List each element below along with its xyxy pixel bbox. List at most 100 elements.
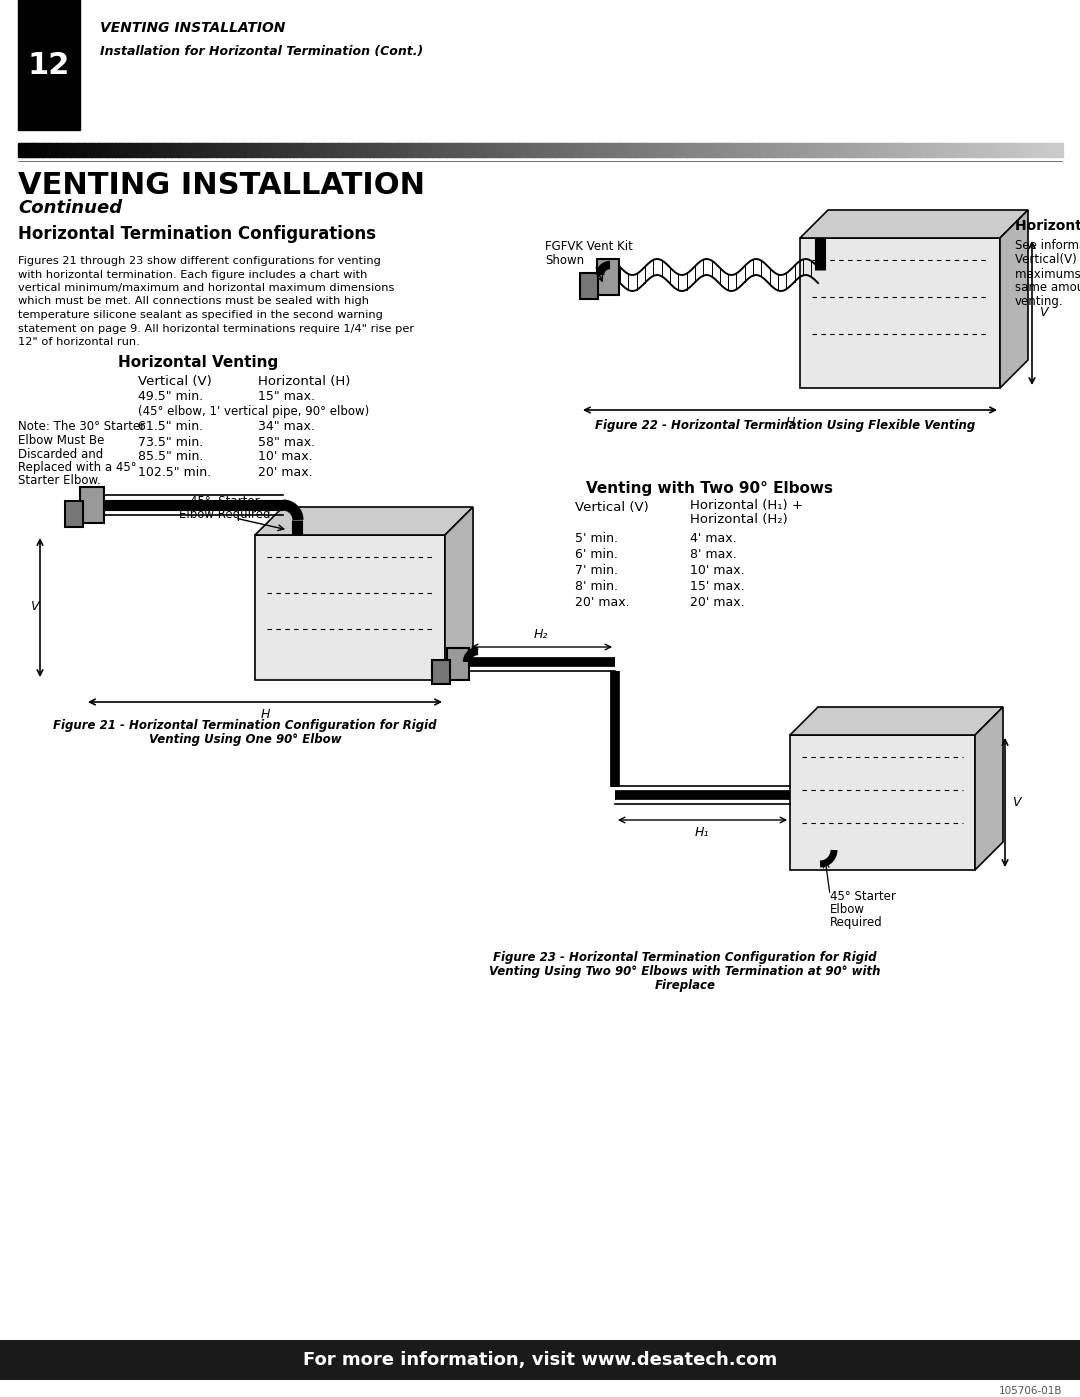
Bar xyxy=(596,142,599,156)
Bar xyxy=(474,142,478,156)
Bar xyxy=(874,142,878,156)
Bar xyxy=(133,142,137,156)
Bar xyxy=(335,142,339,156)
Bar xyxy=(56,142,60,156)
Bar xyxy=(905,142,909,156)
Bar xyxy=(780,142,784,156)
Bar xyxy=(748,142,753,156)
Bar xyxy=(373,142,377,156)
Bar xyxy=(238,142,241,156)
Bar xyxy=(742,142,746,156)
Bar xyxy=(321,142,325,156)
Bar xyxy=(491,142,496,156)
Bar xyxy=(45,142,50,156)
Text: 102.5" min.: 102.5" min. xyxy=(138,465,211,479)
Text: FGFVK Vent Kit: FGFVK Vent Kit xyxy=(545,240,633,253)
Bar xyxy=(631,142,635,156)
Bar xyxy=(860,142,864,156)
Bar xyxy=(679,142,684,156)
Bar xyxy=(279,142,283,156)
Bar xyxy=(418,142,422,156)
Text: which must be met. All connections must be sealed with high: which must be met. All connections must … xyxy=(18,296,369,306)
Bar xyxy=(98,142,103,156)
Bar xyxy=(828,142,833,156)
Text: Shown: Shown xyxy=(545,254,584,267)
Bar xyxy=(789,735,975,870)
Bar xyxy=(53,142,57,156)
Bar xyxy=(546,142,551,156)
Text: Horizontal (H₁) +: Horizontal (H₁) + xyxy=(690,500,802,513)
Bar xyxy=(707,142,711,156)
Text: same amounts apply for flexible: same amounts apply for flexible xyxy=(1015,282,1080,295)
Bar xyxy=(617,142,621,156)
Bar xyxy=(881,142,886,156)
Bar xyxy=(477,142,482,156)
Bar xyxy=(756,142,760,156)
Polygon shape xyxy=(800,210,1028,237)
Bar xyxy=(32,142,36,156)
Bar xyxy=(978,142,983,156)
Bar xyxy=(717,142,721,156)
Bar xyxy=(95,142,98,156)
Bar xyxy=(919,142,923,156)
Bar xyxy=(349,142,353,156)
Bar xyxy=(415,142,419,156)
Bar xyxy=(122,142,126,156)
Bar xyxy=(314,142,318,156)
Bar xyxy=(64,142,67,156)
Bar xyxy=(936,142,941,156)
Bar xyxy=(366,142,370,156)
Bar xyxy=(153,142,158,156)
Bar xyxy=(659,142,662,156)
Bar xyxy=(839,142,843,156)
Bar xyxy=(665,142,670,156)
Bar xyxy=(408,142,411,156)
Text: 10' max.: 10' max. xyxy=(690,563,744,577)
Bar xyxy=(247,142,252,156)
Text: 20' max.: 20' max. xyxy=(258,465,312,479)
Bar xyxy=(471,142,474,156)
Bar xyxy=(213,142,217,156)
Bar xyxy=(488,142,491,156)
Bar xyxy=(543,142,548,156)
Bar xyxy=(637,142,642,156)
Bar xyxy=(283,142,286,156)
Bar xyxy=(645,142,648,156)
Bar xyxy=(515,142,519,156)
Bar xyxy=(811,142,815,156)
Bar xyxy=(947,142,951,156)
Text: 73.5" min.: 73.5" min. xyxy=(138,436,203,448)
Bar xyxy=(390,142,394,156)
Bar xyxy=(224,142,228,156)
Bar xyxy=(842,142,847,156)
Bar xyxy=(449,142,454,156)
Text: For more information, visit www.desatech.com: For more information, visit www.desatech… xyxy=(302,1351,778,1369)
Text: Venting Using Two 90° Elbows with Termination at 90° with: Venting Using Two 90° Elbows with Termin… xyxy=(489,965,881,978)
Bar xyxy=(192,142,197,156)
Text: Discarded and: Discarded and xyxy=(18,447,104,461)
Bar xyxy=(119,142,123,156)
Text: H: H xyxy=(785,415,795,429)
Bar xyxy=(759,142,764,156)
Bar xyxy=(460,142,464,156)
Bar xyxy=(669,142,673,156)
Bar xyxy=(495,142,499,156)
Bar xyxy=(739,142,742,156)
Bar xyxy=(261,142,266,156)
Bar xyxy=(870,142,875,156)
Bar xyxy=(662,142,666,156)
Text: Elbow Required: Elbow Required xyxy=(179,509,271,521)
Text: 8' min.: 8' min. xyxy=(575,580,618,592)
Bar xyxy=(383,142,388,156)
Text: 8' max.: 8' max. xyxy=(690,548,737,560)
Bar xyxy=(961,142,966,156)
Polygon shape xyxy=(789,707,1003,735)
Bar xyxy=(697,142,701,156)
Bar xyxy=(833,142,836,156)
Text: 15" max.: 15" max. xyxy=(258,391,315,404)
Bar xyxy=(80,488,104,522)
Bar xyxy=(429,142,433,156)
Bar xyxy=(529,142,534,156)
Bar xyxy=(241,142,245,156)
Bar xyxy=(178,142,183,156)
